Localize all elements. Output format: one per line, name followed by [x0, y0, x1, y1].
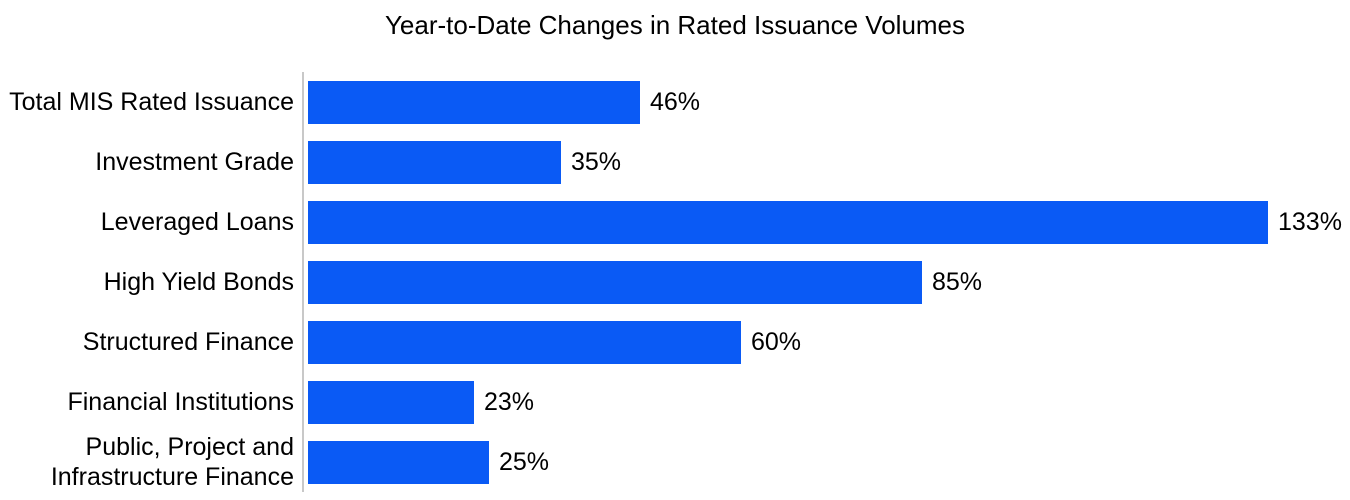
category-label: Structured Finance	[82, 328, 294, 356]
bar-row: Investment Grade 35%	[0, 132, 1350, 192]
bar-row: Structured Finance 60%	[0, 312, 1350, 372]
chart-title: Year-to-Date Changes in Rated Issuance V…	[384, 10, 966, 40]
value-label: 60%	[751, 327, 802, 356]
bar-area: 23%	[304, 372, 1350, 432]
bar	[308, 200, 1268, 244]
bar-rows: Total MIS Rated Issuance 46% Investment …	[0, 72, 1350, 492]
bar-area: 35%	[304, 132, 1350, 192]
category-label: Investment Grade	[95, 148, 294, 176]
bar	[308, 80, 640, 124]
value-label: 46%	[650, 87, 701, 116]
bar	[308, 260, 922, 304]
category-label: Total MIS Rated Issuance	[9, 88, 294, 116]
bar-area: 25%	[304, 432, 1350, 492]
bar	[308, 320, 741, 364]
value-label: 35%	[571, 147, 622, 176]
bar-row: Total MIS Rated Issuance 46%	[0, 72, 1350, 132]
bar-row: Leveraged Loans 133%	[0, 192, 1350, 252]
bar-area: 46%	[304, 72, 1350, 132]
category-label: Financial Institutions	[67, 388, 294, 416]
category-label: Public, Project and Infrastructure Finan…	[50, 433, 294, 491]
bar-area: 133%	[304, 192, 1350, 252]
bar-area: 85%	[304, 252, 1350, 312]
value-label: 85%	[932, 267, 983, 296]
bar-row: High Yield Bonds 85%	[0, 252, 1350, 312]
value-label: 25%	[499, 447, 550, 476]
bar-area: 60%	[304, 312, 1350, 372]
bar-row: Public, Project and Infrastructure Finan…	[0, 432, 1350, 492]
bar	[308, 140, 561, 184]
category-label: Leveraged Loans	[100, 208, 294, 236]
bar	[308, 440, 489, 484]
value-label: 133%	[1278, 207, 1342, 236]
category-label: High Yield Bonds	[103, 268, 294, 296]
plot-area: Total MIS Rated Issuance 46% Investment …	[0, 72, 1350, 492]
bar-row: Financial Institutions 23%	[0, 372, 1350, 432]
y-axis-line	[302, 72, 304, 492]
value-label: 23%	[484, 387, 535, 416]
bar	[308, 380, 474, 424]
